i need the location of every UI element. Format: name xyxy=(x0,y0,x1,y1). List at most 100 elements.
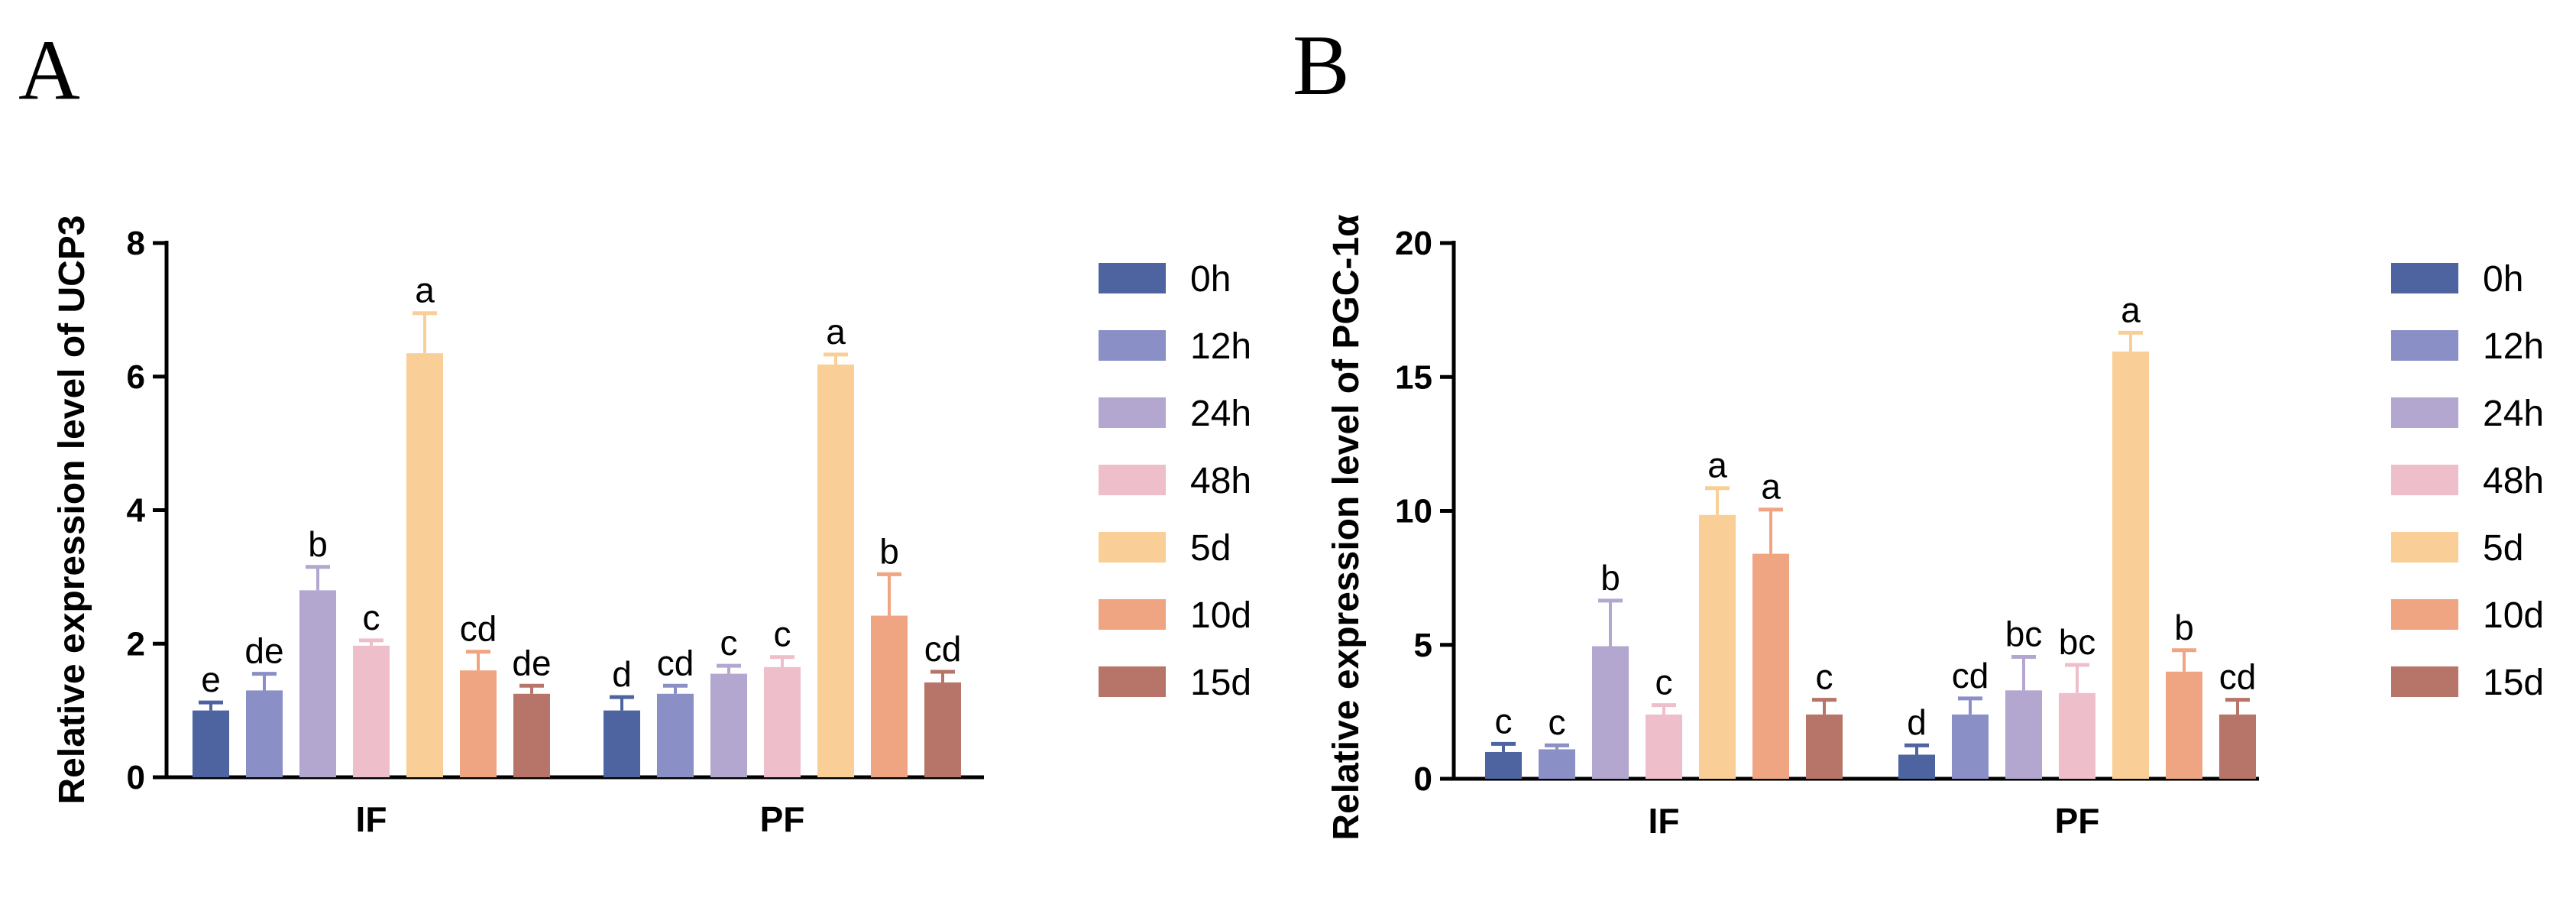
significance-label: b xyxy=(879,531,899,571)
legend-swatch xyxy=(1099,397,1166,428)
y-tick-label: 8 xyxy=(127,225,145,262)
legend-swatch xyxy=(1099,532,1166,562)
legend-swatch xyxy=(1099,330,1166,361)
significance-label: cd xyxy=(2219,657,2257,697)
significance-label: bc xyxy=(2059,622,2096,662)
significance-label: d xyxy=(612,654,632,694)
significance-label: d xyxy=(1907,702,1927,742)
significance-label: de xyxy=(244,631,283,671)
legend-swatch xyxy=(1099,599,1166,630)
significance-label: c xyxy=(1655,663,1673,702)
bar xyxy=(1539,749,1575,779)
significance-label: cd xyxy=(657,643,694,682)
bar xyxy=(2112,351,2149,779)
y-tick-label: 0 xyxy=(1414,760,1432,798)
panel-letter-a: A xyxy=(18,23,80,118)
bar xyxy=(657,693,694,777)
bar xyxy=(1952,714,1989,779)
bar xyxy=(924,682,961,777)
significance-label: a xyxy=(1761,467,1781,507)
significance-label: cd xyxy=(1952,656,1989,695)
category-label: IF xyxy=(356,799,387,839)
significance-label: a xyxy=(2121,290,2141,329)
significance-label: de xyxy=(512,643,551,682)
y-tick-label: 0 xyxy=(127,759,145,796)
bar xyxy=(2005,690,2042,779)
legend-label: 10d xyxy=(1190,595,1251,636)
panel-letter-b: B xyxy=(1293,18,1350,113)
significance-label: b xyxy=(308,524,328,564)
bar xyxy=(1646,714,1682,779)
legend-label: 0h xyxy=(2483,259,2523,300)
significance-label: c xyxy=(1495,701,1513,741)
legend-swatch xyxy=(2391,263,2458,293)
legend-swatch xyxy=(1099,263,1166,293)
legend-label: 48h xyxy=(2483,461,2544,501)
legend-label: 5d xyxy=(1190,528,1231,569)
significance-label: cd xyxy=(460,609,497,649)
legend-swatch xyxy=(2391,397,2458,428)
bar xyxy=(1699,514,1736,779)
legend-label: 12h xyxy=(1190,326,1251,367)
bar xyxy=(299,590,336,777)
bar xyxy=(353,645,390,777)
legend-swatch xyxy=(2391,330,2458,361)
bar xyxy=(1592,646,1629,779)
y-tick-label: 6 xyxy=(127,358,145,396)
bar xyxy=(1806,714,1843,779)
legend-swatch xyxy=(2391,666,2458,697)
significance-label: cd xyxy=(924,629,962,669)
significance-label: c xyxy=(363,598,380,637)
legend-swatch xyxy=(1099,465,1166,495)
legend-label: 5d xyxy=(2483,528,2523,569)
bar xyxy=(2166,671,2202,779)
bar xyxy=(764,666,801,777)
category-label: PF xyxy=(760,799,805,839)
bar xyxy=(710,673,747,777)
legend-label: 0h xyxy=(1190,259,1231,300)
category-label: PF xyxy=(2055,801,2100,841)
legend-swatch xyxy=(2391,532,2458,562)
significance-label: b xyxy=(2174,608,2194,647)
legend-label: 24h xyxy=(2483,394,2544,434)
legend: 0h 12h 24h 48h 5d 10d 15d xyxy=(1099,259,1251,703)
significance-label: c xyxy=(720,623,738,663)
y-tick-label: 10 xyxy=(1395,493,1432,530)
legend-swatch xyxy=(2391,599,2458,630)
y-axis-title: Relative expression level of UCP3 xyxy=(52,216,92,805)
category-label: IF xyxy=(1649,801,1680,841)
bar xyxy=(193,710,229,777)
y-tick-label: 2 xyxy=(127,625,145,663)
legend-swatch xyxy=(2391,465,2458,495)
bar xyxy=(1898,754,1935,779)
legend-label: 15d xyxy=(1190,663,1251,703)
legend: 0h 12h 24h 48h 5d 10d 15d xyxy=(2391,259,2544,703)
bar xyxy=(2059,692,2095,779)
significance-label: c xyxy=(1549,702,1566,742)
significance-label: c xyxy=(774,614,791,654)
y-tick-label: 15 xyxy=(1395,358,1432,396)
bar xyxy=(871,615,908,777)
bar xyxy=(817,365,854,778)
bar xyxy=(604,710,640,777)
significance-label: bc xyxy=(2005,614,2043,654)
chart-panel-b: 0 5 10 15 20 Relative expression level of PGC… xyxy=(1326,214,2544,841)
y-axis-title: Relative expression level of PGC-1α xyxy=(1326,214,1367,841)
bar xyxy=(1752,553,1789,779)
significance-label: b xyxy=(1600,558,1620,598)
bar xyxy=(246,690,283,777)
y-tick-label: 20 xyxy=(1395,225,1432,262)
significance-label: c xyxy=(1816,657,1833,697)
legend-swatch xyxy=(1099,666,1166,697)
significance-label: a xyxy=(826,312,846,352)
significance-label: a xyxy=(415,271,435,310)
bar xyxy=(1485,751,1522,779)
significance-label: a xyxy=(1707,446,1727,485)
bar xyxy=(406,353,443,777)
legend-label: 12h xyxy=(2483,326,2544,367)
legend-label: 10d xyxy=(2483,595,2544,636)
bar xyxy=(2219,714,2256,779)
bar xyxy=(513,693,550,777)
